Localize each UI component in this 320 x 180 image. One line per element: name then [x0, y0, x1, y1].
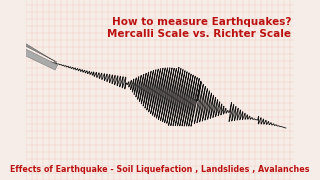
Text: How to measure Earthquakes?: How to measure Earthquakes? [112, 17, 292, 27]
Text: Mercalli Scale vs. Richter Scale: Mercalli Scale vs. Richter Scale [108, 29, 292, 39]
Polygon shape [13, 36, 57, 63]
Text: Effects of Earthquake - Soil Liquefaction , Landslides , Avalanches: Effects of Earthquake - Soil Liquefactio… [10, 165, 310, 174]
Polygon shape [13, 44, 58, 70]
